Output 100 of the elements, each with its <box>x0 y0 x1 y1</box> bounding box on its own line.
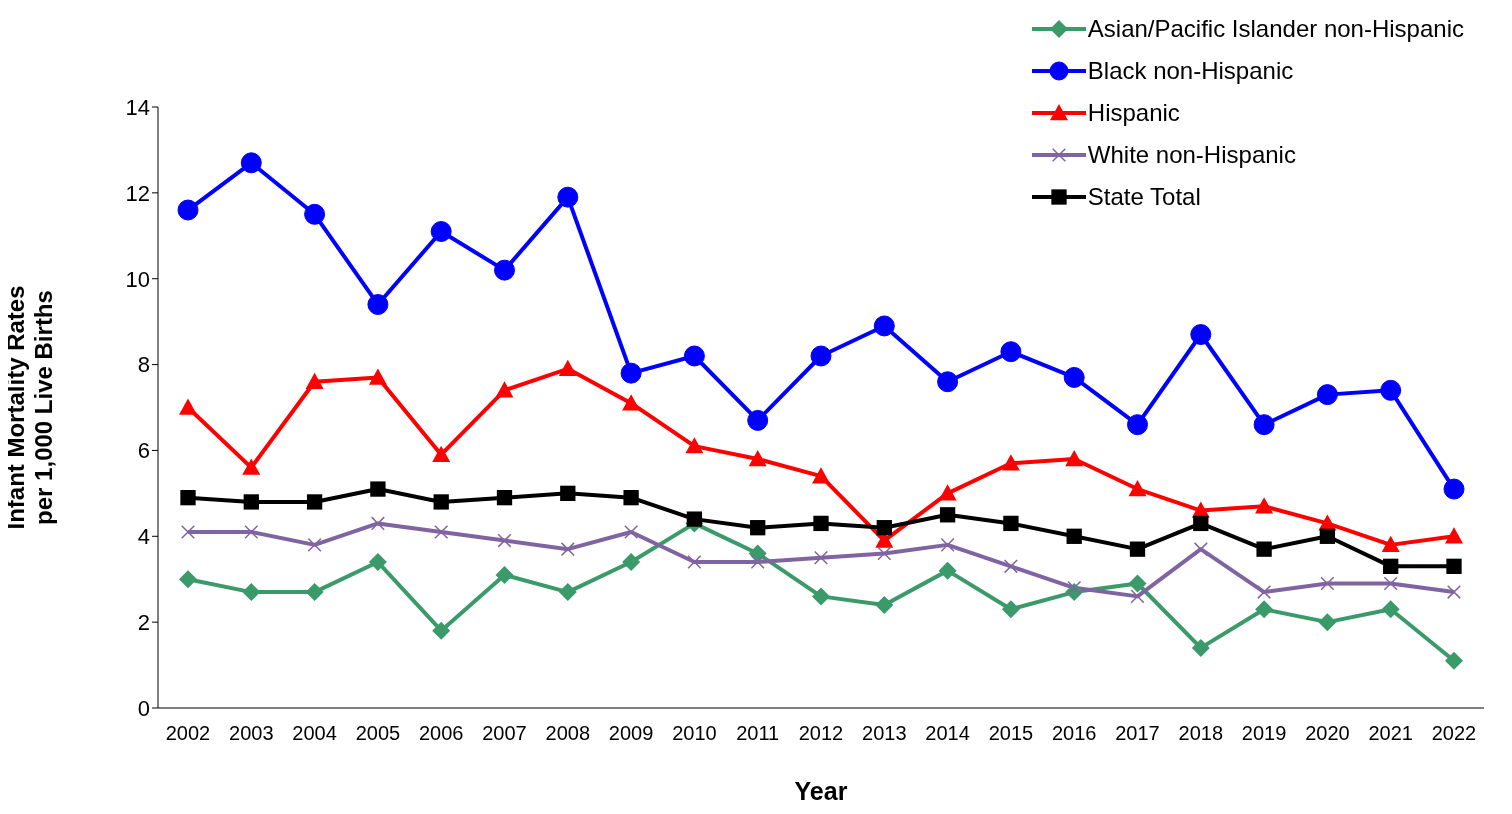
x-tick-label: 2014 <box>925 722 970 745</box>
x-tick-label: 2011 <box>736 722 780 745</box>
x-tick-label: 2005 <box>355 722 401 745</box>
x-axis-title: Year <box>794 777 848 805</box>
point <box>813 550 829 565</box>
point <box>1381 535 1400 553</box>
point <box>307 537 322 552</box>
x-tick-label: 2008 <box>545 722 591 745</box>
point <box>1193 515 1209 532</box>
x-tick-label: 2009 <box>608 722 654 745</box>
point <box>179 570 197 589</box>
legend-label: Black non-Hispanic <box>1087 57 1294 85</box>
point <box>938 561 957 580</box>
point <box>1257 585 1272 600</box>
point <box>1381 600 1400 619</box>
point <box>1446 558 1462 574</box>
point <box>496 490 513 506</box>
point <box>179 398 197 415</box>
point <box>1130 589 1145 604</box>
x-tick-label: 2018 <box>1178 722 1224 745</box>
y-tick-label: 8 <box>137 352 150 378</box>
x-tick-label: 2002 <box>165 722 211 745</box>
x-tick-label: 2006 <box>418 722 464 745</box>
point <box>810 345 832 367</box>
point <box>875 595 894 614</box>
point <box>1316 384 1338 406</box>
point <box>1443 478 1465 500</box>
point <box>305 372 324 389</box>
point <box>433 494 449 510</box>
point <box>432 621 451 640</box>
point <box>750 554 765 570</box>
point <box>1255 497 1274 514</box>
y-tick-label: 14 <box>125 94 150 120</box>
point <box>622 553 641 572</box>
point <box>1255 600 1274 619</box>
point <box>748 450 767 467</box>
y-tick-label: 0 <box>137 695 150 721</box>
x-tick-label: 2007 <box>482 722 527 745</box>
point <box>1003 515 1019 532</box>
point <box>685 437 704 454</box>
point <box>368 553 387 572</box>
point <box>495 381 514 398</box>
x-tick-label: 2004 <box>292 722 337 745</box>
point <box>497 533 512 548</box>
y-tick-label: 2 <box>137 609 150 635</box>
point <box>370 516 385 531</box>
x-tick-label: 2003 <box>229 722 274 745</box>
point <box>558 583 577 602</box>
point <box>939 507 956 523</box>
y-tick-label: 4 <box>137 524 150 550</box>
point <box>812 467 830 484</box>
point <box>873 315 895 337</box>
point <box>624 524 639 540</box>
point <box>876 520 892 536</box>
point <box>494 259 515 281</box>
point <box>177 199 199 221</box>
point <box>243 494 259 510</box>
point <box>1063 366 1085 388</box>
point <box>622 394 641 411</box>
point <box>747 409 769 431</box>
point <box>180 524 196 540</box>
point <box>1380 379 1402 401</box>
x-tick-label: 2021 <box>1368 722 1413 745</box>
point <box>1067 580 1082 595</box>
point <box>1129 541 1146 557</box>
point <box>495 565 514 584</box>
point <box>1128 574 1147 593</box>
point <box>1319 528 1336 544</box>
x-tick-label: 2020 <box>1305 722 1350 745</box>
point <box>623 490 639 506</box>
point <box>560 485 576 502</box>
point <box>1383 558 1399 574</box>
y-tick-label: 6 <box>137 438 150 464</box>
point <box>557 186 579 208</box>
point <box>368 368 387 385</box>
point <box>940 537 955 552</box>
point <box>1253 414 1275 436</box>
point <box>560 542 575 557</box>
point <box>686 511 703 527</box>
legend-label: White non-Hispanic <box>1087 141 1296 169</box>
point <box>1190 324 1212 346</box>
x-tick-label: 2010 <box>672 722 717 745</box>
x-tick-label: 2013 <box>862 722 907 745</box>
point <box>877 546 892 561</box>
point <box>683 345 705 367</box>
point <box>813 515 829 532</box>
x-tick-label: 2017 <box>1115 722 1160 745</box>
point <box>1001 600 1020 619</box>
x-tick-label: 2015 <box>988 722 1034 745</box>
point <box>1318 613 1337 632</box>
point <box>1446 585 1462 600</box>
point <box>1128 480 1147 497</box>
point <box>1256 541 1272 557</box>
point <box>1065 450 1084 467</box>
point <box>620 362 642 384</box>
legend-label: State Total <box>1087 183 1201 211</box>
point <box>244 524 259 540</box>
y-tick-label: 10 <box>125 266 150 292</box>
x-tick-label: 2022 <box>1431 722 1477 745</box>
x-tick-label: 2019 <box>1241 722 1287 745</box>
